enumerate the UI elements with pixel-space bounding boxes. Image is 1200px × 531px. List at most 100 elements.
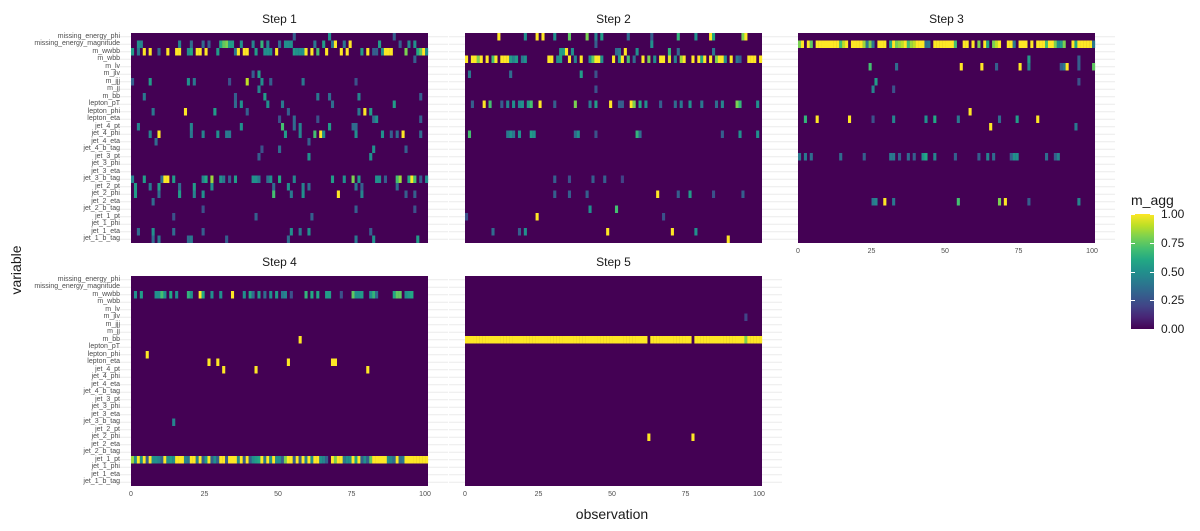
heatmap-cell (1012, 40, 1016, 48)
heatmap-cell (186, 456, 190, 464)
heatmap-cell (216, 130, 220, 138)
heatmap-cell (283, 40, 288, 48)
heatmap-cell (950, 40, 955, 48)
heatmap-cell (395, 291, 399, 299)
heatmap-cell (803, 153, 807, 161)
heatmap-cell (416, 456, 420, 464)
heatmap-cell (263, 291, 267, 299)
heatmap-cell (328, 123, 332, 131)
x-tick-label: 100 (1086, 248, 1098, 255)
heatmap-cell (659, 336, 663, 344)
heatmap-cell (827, 40, 831, 48)
heatmap-cell (275, 291, 279, 299)
heatmap-cell (422, 48, 426, 56)
heatmap-cell (588, 55, 592, 63)
colorbar (1131, 214, 1154, 329)
heatmap-cell (635, 130, 639, 138)
heatmap-cell (564, 48, 569, 56)
heatmap-cell (1045, 40, 1049, 48)
heatmap-cell (626, 336, 630, 344)
heatmap-cell (354, 130, 358, 138)
heatmap-cell (529, 130, 533, 138)
heatmap-cell (233, 93, 238, 101)
heatmap-cell (333, 40, 337, 48)
heatmap-cell (257, 175, 261, 183)
heatmap-cell (383, 456, 387, 464)
heatmap-cell (263, 48, 267, 56)
heatmap-cell (1050, 40, 1054, 48)
heatmap-cell (360, 291, 364, 299)
heatmap-cell (360, 183, 364, 191)
heatmap-cell (709, 33, 713, 41)
heatmap-cell-zero-background (131, 276, 428, 486)
heatmap-cell (1009, 153, 1013, 161)
heatmap-cell (163, 175, 167, 183)
facet-panel (782, 33, 1115, 243)
heatmap-cell (275, 48, 279, 56)
heatmap-cell (316, 93, 320, 101)
heatmap-cell (609, 100, 613, 108)
heatmap-cell (612, 55, 616, 63)
heatmap-cell (798, 40, 802, 48)
heatmap-cell (924, 153, 928, 161)
heatmap-cell (172, 228, 176, 236)
heatmap-cell (178, 40, 182, 48)
heatmap-cell (216, 358, 220, 366)
heatmap-cell (629, 336, 633, 344)
heatmap-cell (313, 40, 317, 48)
heatmap-cell (1062, 63, 1066, 71)
heatmap-cell (1092, 40, 1096, 48)
heatmap-cell (342, 456, 346, 464)
heatmap-cell (856, 40, 860, 48)
heatmap-cell (567, 190, 572, 198)
y-tick-label: jet_3_eta (91, 167, 120, 175)
heatmap-cell (298, 123, 302, 131)
heatmap-cell (269, 291, 273, 299)
heatmap-cell (871, 115, 875, 123)
heatmap-cell (488, 336, 492, 344)
heatmap-cell (506, 55, 510, 63)
heatmap-cell (712, 33, 716, 41)
heatmap-cell (222, 366, 226, 374)
heatmap-cell (562, 48, 566, 56)
heatmap-cell (278, 115, 282, 123)
heatmap-cell (514, 55, 519, 63)
heatmap-cell (1018, 63, 1022, 71)
heatmap-cell (612, 336, 616, 344)
heatmap-cell (723, 55, 727, 63)
heatmap-cell (186, 291, 190, 299)
heatmap-cell (550, 55, 554, 63)
heatmap-cell (676, 190, 680, 198)
heatmap-cell (691, 55, 695, 63)
heatmap-cell (809, 40, 813, 48)
heatmap-cell (201, 456, 205, 464)
heatmap-cell (939, 40, 943, 48)
heatmap-cell (201, 205, 205, 213)
heatmap-cell (328, 93, 332, 101)
heatmap-cell (225, 235, 229, 243)
heatmap-cell (673, 100, 677, 108)
heatmap-cell (679, 100, 683, 108)
heatmap-cell (509, 130, 513, 138)
heatmap-cell (720, 336, 724, 344)
heatmap-cell (198, 456, 202, 464)
heatmap-cell (1077, 40, 1081, 48)
heatmap-cell (286, 235, 290, 243)
heatmap-cell (325, 48, 329, 56)
heatmap-cell (372, 235, 376, 243)
heatmap-cell (378, 175, 382, 183)
heatmap-cell (333, 456, 337, 464)
heatmap-cell (369, 228, 373, 236)
heatmap-cell (585, 33, 589, 41)
heatmap-cell (195, 456, 199, 464)
heatmap-cell (145, 456, 149, 464)
heatmap-cell (836, 40, 840, 48)
heatmap-cell (366, 366, 370, 374)
heatmap-cell (260, 40, 264, 48)
y-tick-label: m_lv (105, 305, 120, 313)
heatmap-cell (892, 198, 896, 206)
y-tick-label: lepton_phi (87, 350, 120, 358)
y-tick-label: lepton_phi (87, 107, 120, 115)
heatmap-cell (219, 291, 223, 299)
colorbar-tick (1131, 300, 1154, 302)
